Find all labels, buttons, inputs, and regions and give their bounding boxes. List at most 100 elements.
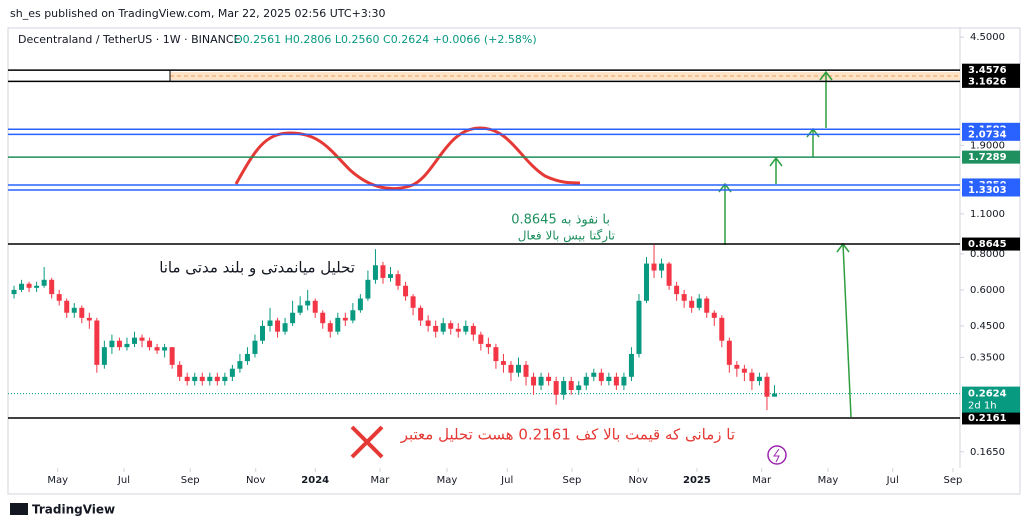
candle-body — [403, 285, 409, 297]
candle-body — [410, 296, 416, 308]
x-tick-label: Sep — [944, 475, 963, 486]
candle-body — [681, 294, 687, 301]
chart-frame — [7, 27, 1021, 495]
x-icon — [350, 425, 384, 459]
candle-body — [606, 376, 612, 382]
candle-body — [207, 376, 213, 382]
x-tick-label: Jul — [117, 475, 130, 486]
candle-body — [282, 323, 288, 332]
pattern-curve — [234, 126, 581, 191]
logo — [10, 503, 28, 515]
candle-body — [395, 274, 401, 286]
annotation: تا زمانی که قیمت بالا کف 0.2161 هست تحلی… — [400, 426, 735, 444]
candle-body — [598, 372, 604, 382]
x-tick-label: Jul — [886, 475, 899, 486]
candle-body — [49, 279, 55, 295]
candle-body — [169, 347, 175, 365]
last-price-label: 0.2624 — [968, 389, 1007, 400]
candle-body — [644, 263, 650, 301]
y-tick-label: 0.4500 — [970, 321, 1005, 332]
candle-body — [79, 307, 85, 318]
level-label: 3.1626 — [968, 76, 1007, 87]
candle-body — [621, 376, 627, 386]
level-label: 0.2161 — [968, 413, 1007, 424]
candle-body — [101, 347, 107, 365]
candle-body — [493, 347, 499, 362]
arrow — [806, 127, 820, 157]
candle-body — [357, 298, 363, 311]
x-tick-label: Jul — [500, 475, 513, 486]
arrow — [819, 70, 833, 128]
candle-body — [440, 323, 446, 332]
candle-body — [764, 376, 770, 397]
candle-body — [455, 328, 461, 332]
candle-body — [244, 353, 250, 362]
candle-body — [538, 376, 544, 386]
annotation: با نفوذ به 0.8645 — [511, 213, 610, 228]
candle-body — [689, 300, 695, 308]
annotation: تحلیل میانمدتی و بلند مدتی مانا — [159, 259, 355, 277]
candle-body — [86, 317, 92, 321]
candle-body — [259, 325, 265, 341]
candle-body — [64, 300, 70, 313]
level-label-box — [962, 411, 1020, 425]
candle-body — [26, 283, 32, 288]
candle-body — [741, 368, 747, 373]
candle-body — [772, 393, 778, 397]
candle-body — [523, 364, 529, 377]
candle-body — [756, 376, 762, 382]
candle-body — [214, 376, 220, 382]
candle-body — [591, 372, 597, 377]
candle-body — [704, 298, 710, 313]
candle-body — [433, 325, 439, 332]
x-tick-label: Sep — [181, 475, 200, 486]
candle-body — [380, 265, 386, 278]
candle-body — [696, 298, 702, 308]
candle-body — [387, 274, 393, 278]
candle-body — [425, 320, 431, 326]
candle-body — [312, 300, 318, 313]
y-tick-label: 4.5000 — [970, 32, 1005, 43]
candle-body — [342, 317, 348, 321]
event-icon-bolt — [773, 448, 780, 463]
level-label: 1.3303 — [968, 185, 1007, 196]
candle-body — [516, 364, 522, 373]
brand: TradingView — [32, 503, 115, 517]
x-tick-label: May — [818, 475, 839, 486]
candle-body — [553, 381, 559, 395]
candle-body — [56, 294, 62, 301]
y-tick-label: 0.6000 — [970, 285, 1005, 296]
level-label-box — [962, 150, 1020, 164]
candle-body — [448, 323, 454, 329]
candle-body — [568, 381, 574, 391]
candle-body — [561, 381, 567, 395]
candle-body — [749, 372, 755, 382]
candle-body — [297, 305, 303, 313]
candle-body — [719, 317, 725, 341]
y-tick-label: 0.3500 — [970, 352, 1005, 363]
candle-body — [124, 343, 130, 348]
level-label-box — [962, 63, 1020, 77]
candle-body — [131, 337, 137, 344]
candle-body — [290, 312, 296, 324]
publisher: sh_es published on TradingView.com, Mar … — [10, 7, 385, 20]
candle-body — [327, 323, 333, 332]
candle-body — [666, 263, 672, 286]
candle-body — [229, 368, 235, 377]
candle-body — [41, 279, 47, 286]
symbol: Decentraland / TetherUS · 1W · BINANCE — [18, 33, 241, 46]
candle-body — [628, 353, 634, 377]
candle-body — [335, 317, 341, 332]
candle-body — [583, 376, 589, 386]
level-label-box — [962, 183, 1020, 197]
candle-body — [674, 285, 680, 295]
event-icon[interactable] — [767, 445, 787, 465]
candle-body — [19, 283, 25, 290]
y-tick-label: 0.8000 — [970, 249, 1005, 260]
level-label: 2.0734 — [968, 129, 1007, 140]
x-tick-label: Sep — [563, 475, 582, 486]
x-tick-label: Mar — [371, 475, 391, 486]
x-tick-label: Nov — [246, 475, 266, 486]
level-label-box — [962, 127, 1020, 141]
